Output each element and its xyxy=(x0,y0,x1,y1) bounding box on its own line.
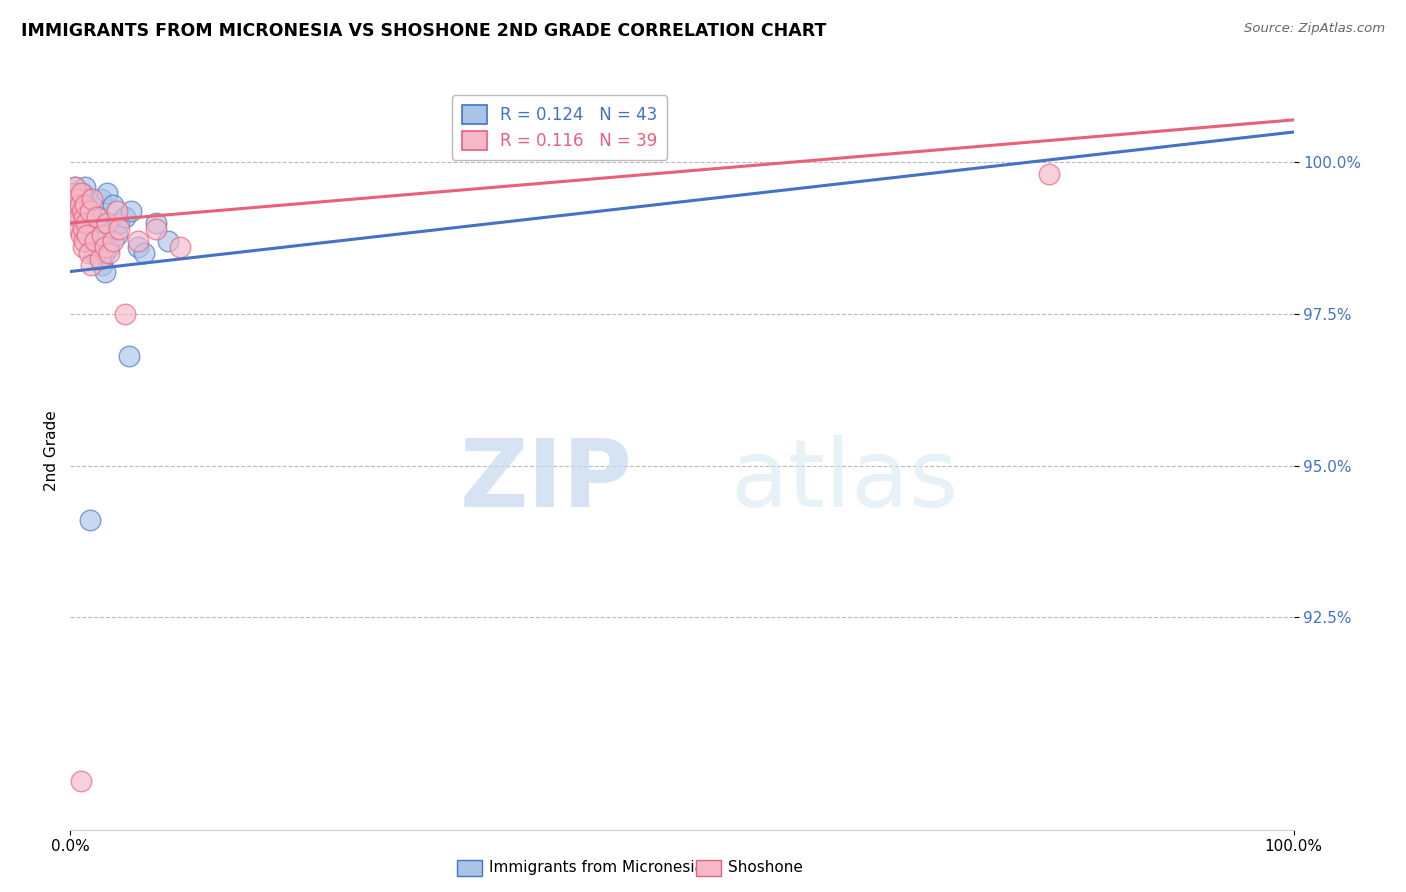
Point xyxy=(66,192,89,206)
Point xyxy=(98,246,121,260)
Point xyxy=(80,234,103,248)
Point xyxy=(75,216,97,230)
Point xyxy=(91,228,114,243)
Legend: R = 0.124   N = 43, R = 0.116   N = 39: R = 0.124 N = 43, R = 0.116 N = 39 xyxy=(451,95,668,160)
Point xyxy=(67,222,90,236)
Point xyxy=(114,210,136,224)
Point xyxy=(127,240,149,254)
Point xyxy=(73,210,96,224)
Point xyxy=(67,216,90,230)
Point xyxy=(77,228,100,243)
Point xyxy=(70,203,93,218)
Point xyxy=(91,259,114,273)
Point xyxy=(70,186,93,200)
Point xyxy=(96,186,118,200)
Point xyxy=(157,234,180,248)
Point xyxy=(121,203,143,218)
Point xyxy=(73,179,96,194)
Point xyxy=(114,307,136,321)
Point xyxy=(73,198,96,212)
Text: Source: ZipAtlas.com: Source: ZipAtlas.com xyxy=(1244,22,1385,36)
Point xyxy=(169,240,191,254)
Point xyxy=(86,216,108,230)
Point xyxy=(67,192,90,206)
Point xyxy=(69,228,91,243)
Point xyxy=(101,198,124,212)
Point xyxy=(93,240,115,254)
Point xyxy=(98,240,121,254)
Point xyxy=(69,203,91,218)
Point xyxy=(66,203,89,218)
Point xyxy=(83,234,105,248)
Point xyxy=(82,210,104,224)
Point xyxy=(87,234,110,248)
Point xyxy=(73,222,96,236)
Point xyxy=(72,198,94,212)
Point xyxy=(93,246,115,260)
Point xyxy=(76,216,98,230)
Point xyxy=(79,513,101,527)
Point xyxy=(65,198,87,212)
Point xyxy=(76,228,98,243)
Point xyxy=(82,192,104,206)
Point xyxy=(63,179,86,194)
Point xyxy=(66,198,89,212)
Point xyxy=(105,203,128,218)
Point xyxy=(108,216,131,230)
Text: atlas: atlas xyxy=(731,434,959,527)
Point xyxy=(63,186,86,200)
Point xyxy=(89,210,111,224)
Point xyxy=(90,192,112,206)
Point xyxy=(79,203,101,218)
Point xyxy=(84,240,107,254)
Point xyxy=(1038,168,1060,182)
Point xyxy=(72,186,94,200)
Point xyxy=(145,222,167,236)
Point xyxy=(63,179,86,194)
Point xyxy=(132,246,155,260)
Point xyxy=(73,234,96,248)
Point xyxy=(77,246,100,260)
Point xyxy=(96,216,118,230)
Point xyxy=(105,228,128,243)
Point xyxy=(69,210,91,224)
Point xyxy=(83,246,105,260)
Point xyxy=(73,216,96,230)
Point xyxy=(65,186,87,200)
Point xyxy=(70,774,93,789)
Point xyxy=(83,228,105,243)
Point xyxy=(91,222,114,236)
Text: Immigrants from Micronesia: Immigrants from Micronesia xyxy=(489,861,704,875)
Y-axis label: 2nd Grade: 2nd Grade xyxy=(44,410,59,491)
Text: ZIP: ZIP xyxy=(460,434,633,527)
Point xyxy=(127,234,149,248)
Point xyxy=(118,350,141,364)
Point xyxy=(70,210,93,224)
Point xyxy=(80,259,103,273)
Point xyxy=(108,222,131,236)
Point xyxy=(93,264,115,278)
Point xyxy=(69,198,91,212)
Point xyxy=(75,198,97,212)
Point xyxy=(72,240,94,254)
Point xyxy=(145,216,167,230)
Point xyxy=(72,222,94,236)
Point xyxy=(75,192,97,206)
Point xyxy=(79,203,101,218)
Text: IMMIGRANTS FROM MICRONESIA VS SHOSHONE 2ND GRADE CORRELATION CHART: IMMIGRANTS FROM MICRONESIA VS SHOSHONE 2… xyxy=(21,22,827,40)
Point xyxy=(76,210,98,224)
Text: Shoshone: Shoshone xyxy=(728,861,803,875)
Point xyxy=(101,234,124,248)
Point xyxy=(86,210,108,224)
Point xyxy=(89,252,111,267)
